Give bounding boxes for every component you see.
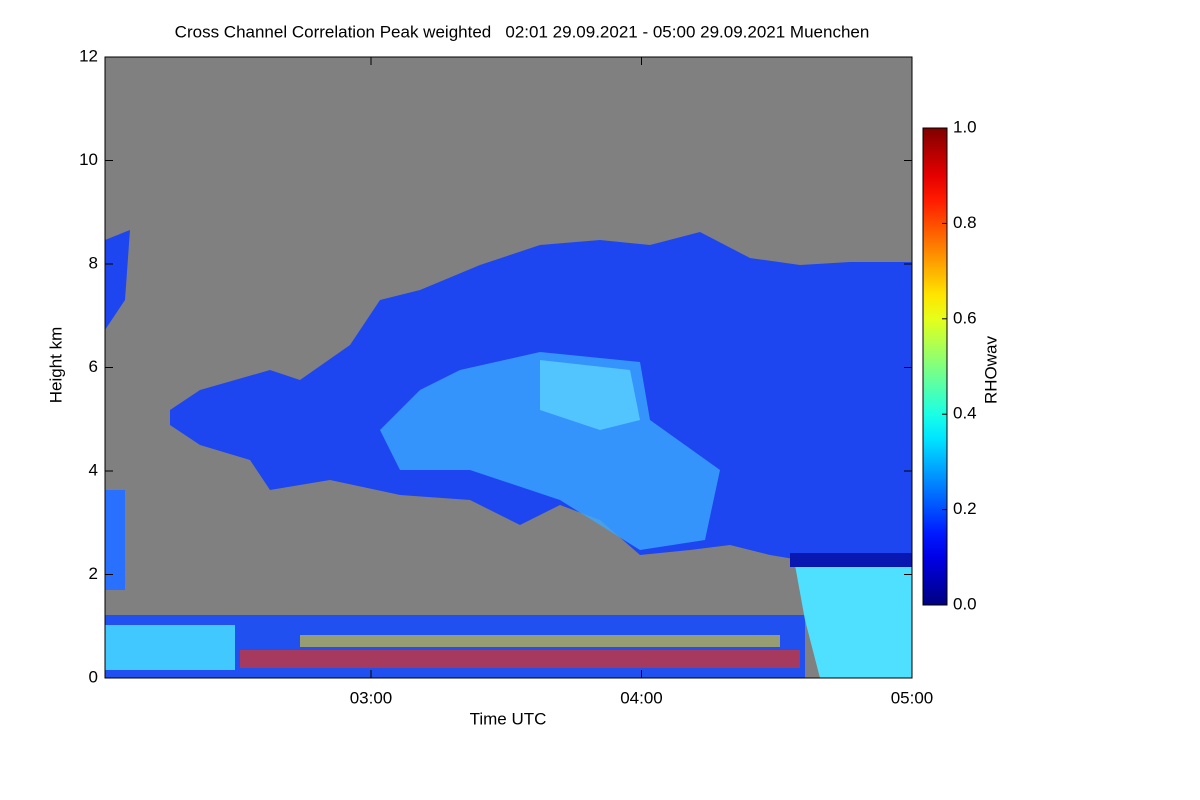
field-shape [795, 565, 912, 678]
x-tick-label: 05:00 [891, 688, 934, 707]
colorbar-label: RHOwav [981, 335, 1000, 404]
x-axis-label: Time UTC [470, 709, 547, 728]
field-shape [105, 490, 125, 590]
field-shape [240, 650, 800, 668]
y-tick-label: 10 [79, 150, 98, 169]
colorbar-tick-label: 1.0 [953, 117, 977, 136]
field-shape [105, 230, 130, 330]
colorbar-tick-label: 0.2 [953, 499, 977, 518]
colorbar [922, 127, 948, 606]
chart-title: Cross Channel Correlation Peak weighted … [175, 22, 870, 41]
y-tick-label: 2 [89, 564, 98, 583]
field-shape [790, 553, 912, 567]
field-shape [105, 625, 235, 670]
y-tick-label: 12 [79, 46, 98, 65]
y-tick-label: 8 [89, 253, 98, 272]
colorbar-tick-label: 0.0 [953, 594, 977, 613]
y-tick-label: 4 [89, 460, 98, 479]
colorbar-tick-label: 0.6 [953, 308, 977, 327]
y-tick-label: 0 [89, 667, 98, 686]
x-tick-label: 03:00 [350, 688, 393, 707]
colorbar-tick-label: 0.8 [953, 213, 977, 232]
field-shape [300, 635, 780, 647]
field [105, 230, 912, 678]
y-tick-label: 6 [89, 357, 98, 376]
colorbar-tick-label: 0.4 [953, 404, 977, 423]
field-shape [540, 360, 640, 430]
x-tick-label: 04:00 [620, 688, 663, 707]
y-axis-label: Height km [46, 327, 65, 404]
